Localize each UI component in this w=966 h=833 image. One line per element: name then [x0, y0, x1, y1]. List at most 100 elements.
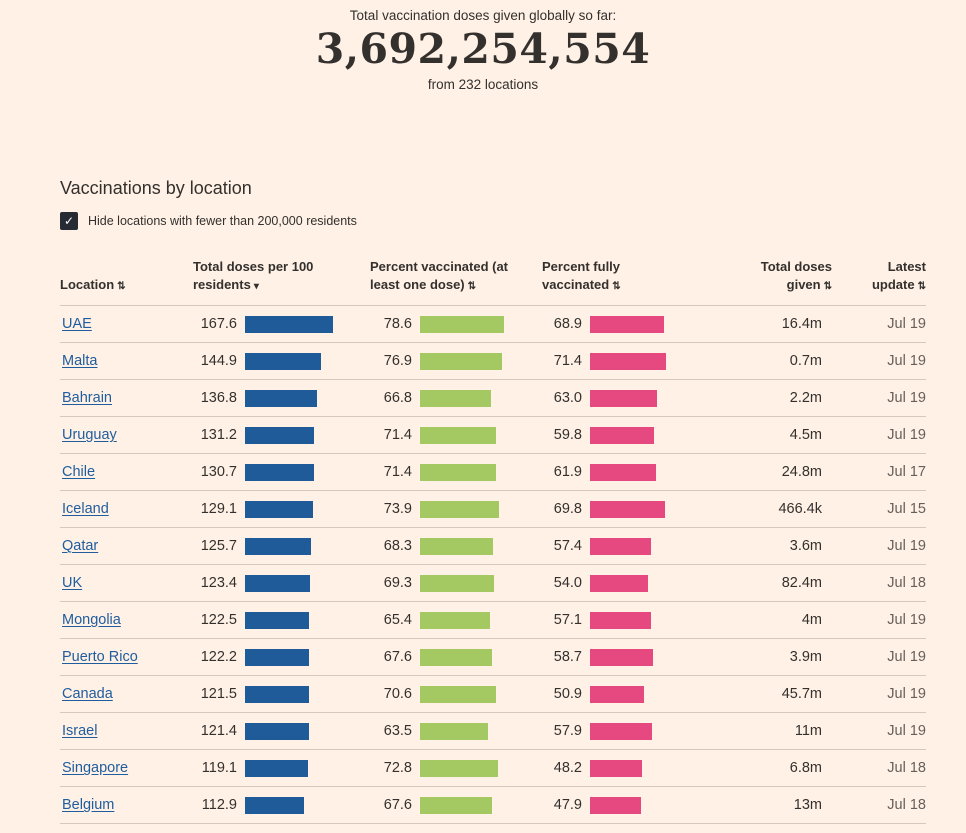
latest-update-value: Jul 19: [887, 427, 926, 444]
location-link[interactable]: Iceland: [62, 501, 109, 518]
pct-vaccinated-value: 67.6: [383, 649, 412, 666]
pct-fully-value: 69.8: [553, 501, 582, 518]
pct-fully-value: 59.8: [553, 427, 582, 444]
location-link[interactable]: Chile: [62, 464, 96, 481]
sort-icon: ⇅: [612, 280, 621, 292]
location-cell: Bahrain: [60, 390, 193, 406]
doses-per-100-cell: 121.4: [193, 722, 370, 740]
location-cell: Puerto Rico: [60, 649, 193, 665]
pct-vaccinated-value: 66.8: [383, 390, 412, 407]
pct-vaccinated-value: 63.5: [383, 723, 412, 740]
pct-vaccinated-bar: [420, 352, 502, 370]
total-doses-value: 466.4k: [778, 501, 822, 518]
global-summary: Total vaccination doses given globally s…: [0, 0, 966, 92]
table-row: Singapore 119.1 72.8 48.2 6.8m Jul 18: [60, 750, 926, 788]
pct-vaccinated-value: 70.6: [383, 686, 412, 703]
location-link[interactable]: Singapore: [62, 760, 129, 777]
doses-per-100-bar: [245, 352, 321, 370]
column-label: Percent fully vaccinated: [542, 259, 621, 292]
doses-per-100-cell: 119.1: [193, 759, 370, 777]
pct-vaccinated-value: 65.4: [383, 612, 412, 629]
sort-icon: ⇅: [823, 280, 832, 292]
table-row: UAE 167.6 78.6 68.9 16.4m Jul 19: [60, 306, 926, 344]
doses-per-100-value: 130.7: [200, 464, 237, 481]
pct-vaccinated-bar: [420, 500, 499, 518]
table-row: Israel 121.4 63.5 57.9 11m Jul 19: [60, 713, 926, 751]
doses-per-100-cell: 131.2: [193, 426, 370, 444]
doses-per-100-bar: [245, 722, 309, 740]
pct-vaccinated-value: 67.6: [383, 797, 412, 814]
column-header-total-doses[interactable]: Total doses given ⇅: [745, 258, 840, 305]
location-link[interactable]: Puerto Rico: [62, 649, 138, 666]
latest-update-value: Jul 19: [887, 390, 926, 407]
global-total-doses: 3,692,254,554: [315, 25, 651, 73]
pct-vaccinated-bar: [420, 796, 492, 814]
filter-label: Hide locations with fewer than 200,000 r…: [88, 214, 357, 229]
doses-per-100-cell: 125.7: [193, 537, 370, 555]
location-link[interactable]: Israel: [62, 723, 98, 740]
location-cell: Israel: [60, 723, 193, 739]
column-label: Total doses given: [760, 259, 832, 292]
table-row: Qatar 125.7 68.3 57.4 3.6m Jul 19: [60, 528, 926, 566]
pct-vaccinated-bar: [420, 648, 492, 666]
pct-vaccinated-cell: 78.6: [370, 315, 542, 333]
location-link[interactable]: Qatar: [62, 538, 99, 555]
pct-fully-cell: 68.9: [542, 315, 710, 333]
location-link[interactable]: UAE: [62, 316, 92, 333]
pct-fully-cell: 57.1: [542, 611, 710, 629]
latest-update-value: Jul 17: [887, 464, 926, 481]
location-link[interactable]: Mongolia: [62, 612, 121, 629]
location-cell: Mongolia: [60, 612, 193, 628]
column-header-latest-update[interactable]: Latest update ⇅: [856, 258, 926, 305]
latest-update-value: Jul 19: [887, 649, 926, 666]
section-title: Vaccinations by location: [60, 178, 252, 199]
doses-per-100-value: 121.4: [200, 723, 237, 740]
location-link[interactable]: Belgium: [62, 797, 115, 814]
table-row: Canada 121.5 70.6 50.9 45.7m Jul 19: [60, 676, 926, 714]
total-doses-value: 2.2m: [789, 390, 822, 407]
location-link[interactable]: Malta: [62, 353, 98, 370]
column-header-pct-fully-vaccinated[interactable]: Percent fully vaccinated ⇅: [542, 258, 692, 305]
table-header: Location ⇅ Total doses per 100 residents ▾…: [60, 258, 926, 307]
column-header-pct-vaccinated[interactable]: Percent vaccinated (at least one dose) ⇅: [370, 258, 535, 305]
location-link[interactable]: Canada: [62, 686, 113, 703]
pct-fully-bar: [590, 352, 666, 370]
pct-vaccinated-value: 78.6: [383, 316, 412, 333]
location-cell: Uruguay: [60, 427, 193, 443]
doses-per-100-bar: [245, 426, 314, 444]
latest-update-value: Jul 19: [887, 353, 926, 370]
pct-fully-cell: 63.0: [542, 389, 710, 407]
table-body: UAE 167.6 78.6 68.9 16.4m Jul 19 Malta 1…: [60, 306, 926, 825]
filter-checkbox[interactable]: ✓: [60, 212, 78, 231]
location-link[interactable]: Uruguay: [62, 427, 117, 444]
pct-fully-bar: [590, 759, 642, 777]
pct-fully-cell: 47.9: [542, 796, 710, 814]
total-doses-value: 6.8m: [789, 760, 822, 777]
total-doses-value: 11m: [794, 723, 822, 740]
latest-update-value: Jul 18: [887, 575, 926, 592]
pct-fully-value: 63.0: [553, 390, 582, 407]
latest-update-value: Jul 18: [887, 797, 926, 814]
pct-vaccinated-cell: 67.6: [370, 796, 542, 814]
pct-vaccinated-value: 71.4: [383, 464, 412, 481]
location-link[interactable]: UK: [62, 575, 83, 592]
check-icon: ✓: [63, 214, 75, 229]
pct-fully-value: 48.2: [553, 760, 582, 777]
pct-vaccinated-bar: [420, 315, 504, 333]
column-label: Total doses per 100 residents: [193, 259, 314, 292]
pct-fully-bar: [590, 648, 653, 666]
pct-fully-value: 61.9: [553, 464, 582, 481]
doses-per-100-value: 167.6: [200, 316, 237, 333]
pct-fully-bar: [590, 611, 651, 629]
column-header-doses-per-100[interactable]: Total doses per 100 residents ▾: [193, 258, 343, 305]
location-link[interactable]: Bahrain: [62, 390, 112, 407]
pct-fully-bar: [590, 500, 665, 518]
doses-per-100-cell: 123.4: [193, 574, 370, 592]
pct-vaccinated-cell: 65.4: [370, 611, 542, 629]
column-header-location[interactable]: Location ⇅: [60, 276, 193, 306]
doses-per-100-cell: 130.7: [193, 463, 370, 481]
pct-fully-cell: 69.8: [542, 500, 710, 518]
doses-per-100-cell: 122.2: [193, 648, 370, 666]
doses-per-100-value: 125.7: [200, 538, 237, 555]
total-doses-value: 3.6m: [789, 538, 822, 555]
